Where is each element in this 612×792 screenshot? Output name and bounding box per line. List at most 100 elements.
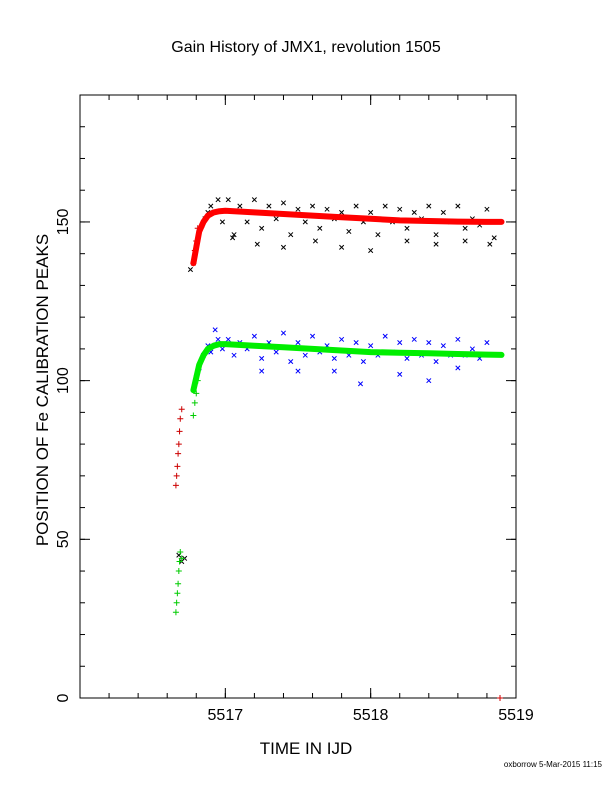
data-point [177,415,184,422]
tick-labels: 5517 5518 5519 0 50 100 150 [55,209,534,724]
data-point [339,244,345,250]
data-point [309,333,316,339]
data-point [219,219,225,225]
x-tick-label: 5518 [353,707,389,724]
data-point [259,355,265,361]
data-point [237,203,243,209]
data-point [259,225,265,231]
data-point [382,203,388,209]
data-point [251,197,257,203]
data-point [288,232,294,238]
data-point [331,355,337,361]
data-point [225,197,231,203]
data-point [175,568,182,575]
data-point [397,339,403,346]
data-point [404,238,410,244]
minor-ticks [80,95,516,698]
data-point [353,339,359,346]
data-point [273,349,279,355]
data-point [219,346,225,352]
data-point [302,219,308,225]
data-point [353,203,359,209]
series-2 [172,225,504,701]
data-point [426,203,432,209]
data-point [295,206,301,212]
fit-curve [190,207,505,267]
data-point [339,336,345,342]
data-point [280,244,287,250]
data-point [295,339,301,346]
data-point [411,336,417,342]
data-point [455,336,461,342]
data-point [469,346,475,352]
data-point [231,352,237,358]
y-tick-label: 0 [55,693,72,702]
x-tick-label: 5519 [498,707,534,724]
data-point [191,399,198,406]
data-point [497,695,504,701]
data-point [462,225,468,231]
data-point [368,343,374,349]
data-point [178,406,185,413]
data-point [309,203,316,209]
y-axis-label: POSITION OF Fe CALIBRATION PEAKS [33,234,52,546]
data-point [487,241,493,247]
data-point [375,232,381,238]
data-point [455,365,461,371]
data-point [302,352,308,358]
data-point [190,412,197,419]
data-point [312,238,318,244]
data-point [176,428,183,435]
data-point [484,339,490,346]
data-point [208,203,214,209]
plot-frame [79,94,517,699]
data-point [172,482,179,489]
y-tick-label: 50 [55,530,72,548]
data-point [193,390,200,397]
data-point [280,200,287,206]
data-point [426,339,432,346]
data-point [404,225,410,231]
data-point [382,333,388,339]
series-5 [190,341,505,394]
data-point [433,241,439,247]
fit-curve [190,341,505,394]
data-point [187,266,194,273]
data-point [491,235,497,241]
data-point [440,209,446,215]
chart-title: Gain History of JMX1, revolution 1505 [171,39,441,56]
data-point [176,558,183,565]
data-point [254,241,260,247]
series-0 [176,197,497,565]
major-ticks [80,95,517,699]
data-point [324,206,330,212]
series-1 [193,327,490,387]
data-point [175,580,182,587]
y-tick-label: 100 [55,367,72,394]
data-point [462,238,468,244]
data-point [259,368,265,374]
data-point [174,463,181,470]
data-point [440,343,446,349]
data-point [484,206,490,212]
data-point [368,247,374,254]
data-point [404,355,410,361]
data-point [175,450,182,457]
data-point [426,378,432,384]
data-point [177,549,184,556]
footer-credit: oxborrow 5-Mar-2015 11:15 [504,760,603,769]
data-point [280,330,287,336]
data-point [178,555,185,562]
data-point [172,609,179,616]
data-point [230,235,236,241]
x-tick-label: 5517 [208,707,244,724]
data-point [173,599,180,606]
data-point [175,441,182,448]
data-point [357,381,364,387]
data-point [346,228,352,235]
x-axis-label: TIME IN IJD [260,739,353,758]
data-point [174,590,181,597]
data-point [215,197,221,203]
data-point [212,327,218,333]
